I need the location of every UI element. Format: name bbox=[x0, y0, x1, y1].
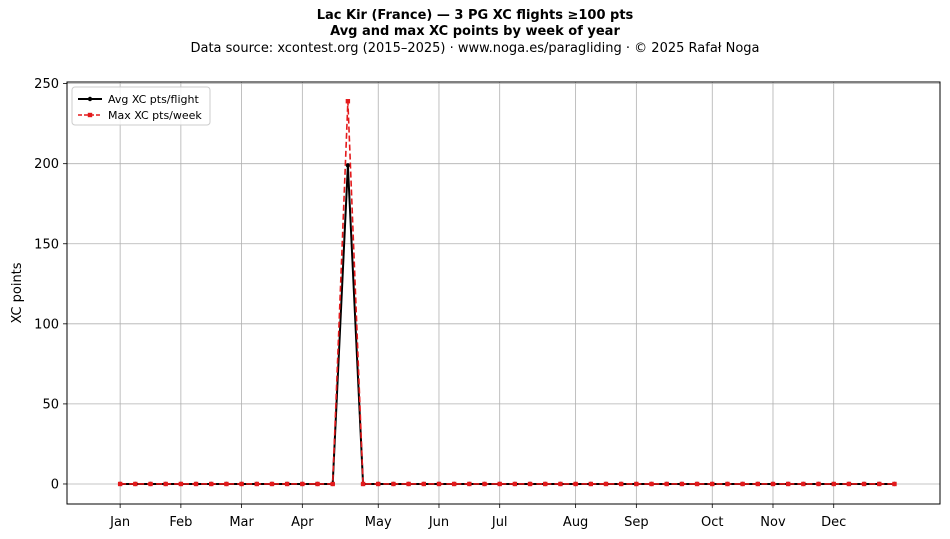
x-tick-label: Apr bbox=[291, 515, 314, 530]
avg-series-line bbox=[120, 165, 895, 485]
max-data-point bbox=[755, 481, 761, 487]
max-data-point bbox=[163, 481, 168, 487]
max-data-point bbox=[573, 481, 578, 487]
max-data-point bbox=[360, 481, 366, 487]
max-data-point bbox=[421, 481, 426, 487]
legend-box bbox=[71, 86, 211, 126]
max-data-point bbox=[603, 481, 609, 487]
max-data-point bbox=[543, 481, 548, 487]
max-data-point bbox=[725, 481, 730, 487]
axis-ticks: 0 50 100 150 200 250 Jan Feb Mar Apr May Jun Jul Aug S… bbox=[34, 77, 846, 530]
max-data-point bbox=[482, 481, 487, 487]
max-data-point bbox=[345, 99, 351, 104]
max-series-line bbox=[120, 101, 895, 485]
max-data-point bbox=[178, 481, 184, 487]
max-data-point bbox=[846, 481, 852, 487]
x-tick-label: Aug bbox=[563, 515, 588, 530]
x-tick-label: Dec bbox=[821, 515, 846, 530]
x-tick-label: Feb bbox=[169, 515, 192, 530]
max-data-point bbox=[770, 481, 776, 487]
max-data-point bbox=[406, 481, 411, 487]
max-data-point bbox=[634, 481, 639, 487]
series-group bbox=[117, 99, 897, 487]
x-tick-label: Mar bbox=[229, 515, 254, 530]
max-data-point bbox=[740, 481, 745, 487]
max-data-point bbox=[892, 481, 897, 487]
legend: Avg XC pts/flight Max XC pts/week bbox=[71, 86, 211, 126]
max-data-point bbox=[269, 481, 275, 487]
max-data-point bbox=[618, 481, 624, 487]
x-tick-label: Jun bbox=[428, 515, 449, 530]
max-data-point bbox=[527, 481, 533, 487]
legend-marker bbox=[87, 96, 93, 102]
y-tick-label: 50 bbox=[42, 397, 59, 412]
max-data-point bbox=[710, 481, 715, 487]
chart-title: Lac Kir (France) — 3 PG XC flights ≥100 … bbox=[316, 8, 634, 23]
max-data-point bbox=[193, 481, 199, 487]
max-data-point bbox=[451, 481, 457, 487]
x-tick-label: May bbox=[365, 515, 392, 530]
legend-marker bbox=[87, 112, 93, 118]
y-tick-label: 200 bbox=[34, 157, 59, 172]
max-data-point bbox=[300, 481, 305, 487]
x-tick-label: Sep bbox=[624, 515, 649, 530]
legend-label: Max XC pts/week bbox=[108, 109, 202, 122]
y-tick-label: 150 bbox=[34, 237, 59, 252]
avg-data-point bbox=[345, 163, 351, 168]
max-data-point bbox=[679, 481, 685, 487]
max-data-point bbox=[558, 481, 563, 487]
max-data-point bbox=[588, 481, 593, 487]
max-data-point bbox=[315, 481, 320, 487]
max-data-point bbox=[209, 481, 214, 487]
y-tick-label: 0 bbox=[51, 477, 59, 492]
legend-label: Avg XC pts/flight bbox=[108, 93, 199, 106]
max-data-point bbox=[436, 481, 442, 487]
title-block: Lac Kir (France) — 3 PG XC flights ≥100 … bbox=[0, 8, 950, 58]
max-data-point bbox=[649, 481, 654, 487]
max-data-point bbox=[330, 481, 335, 487]
x-tick-label: Oct bbox=[701, 515, 723, 530]
x-tick-label: Nov bbox=[760, 515, 786, 530]
max-data-point bbox=[861, 481, 867, 487]
max-data-point bbox=[785, 481, 791, 487]
max-data-point bbox=[239, 481, 244, 487]
y-tick-label: 100 bbox=[34, 317, 59, 332]
y-axis-label: XC points bbox=[10, 262, 25, 323]
max-data-point bbox=[467, 481, 472, 487]
max-data-point bbox=[148, 481, 153, 487]
chart-subtitle: Avg and max XC points by week of year bbox=[330, 24, 620, 39]
data-source-note: Data source: xcontest.org (2015–2025) · … bbox=[190, 41, 760, 56]
max-data-point bbox=[117, 481, 123, 487]
plot-frame bbox=[66, 81, 941, 505]
max-data-point bbox=[133, 481, 138, 487]
max-data-point bbox=[512, 481, 518, 487]
max-data-point bbox=[284, 481, 290, 487]
x-tick-label: Jan bbox=[109, 515, 130, 530]
max-data-point bbox=[497, 481, 502, 487]
max-data-point bbox=[391, 481, 396, 487]
max-data-point bbox=[694, 481, 700, 487]
max-data-point bbox=[801, 481, 806, 487]
grid-lines bbox=[67, 82, 940, 504]
max-data-point bbox=[376, 481, 381, 487]
max-data-point bbox=[664, 481, 669, 487]
max-data-point bbox=[877, 481, 882, 487]
max-data-point bbox=[816, 481, 821, 487]
max-data-point bbox=[831, 481, 836, 487]
x-tick-label: Jul bbox=[491, 515, 508, 530]
max-data-point bbox=[224, 481, 229, 487]
y-tick-label: 250 bbox=[34, 77, 59, 92]
max-data-point bbox=[254, 481, 259, 487]
